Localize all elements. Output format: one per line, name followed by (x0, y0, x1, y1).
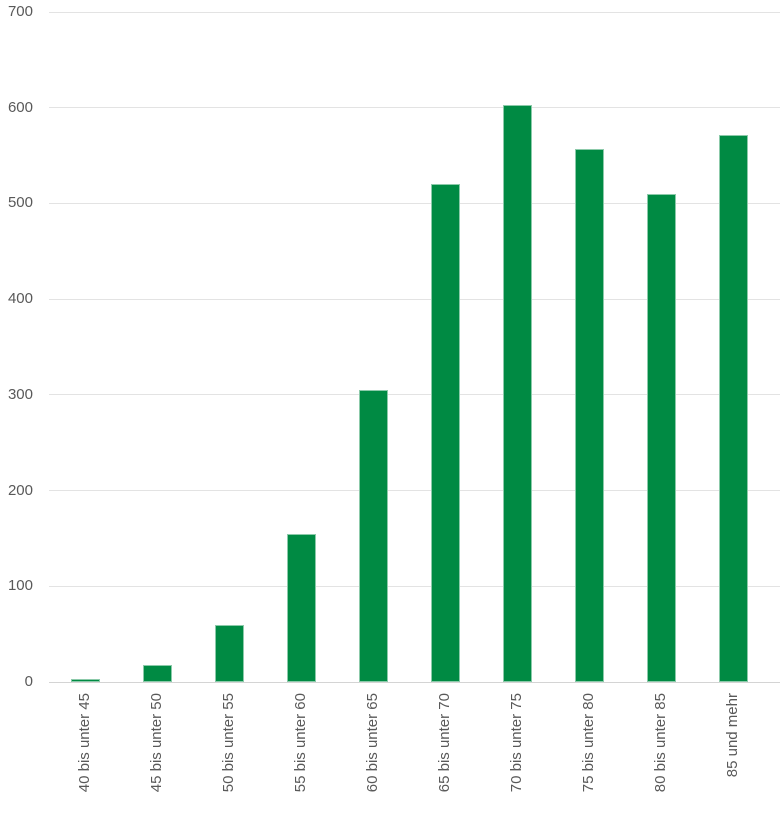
bar (718, 134, 748, 682)
gridline (49, 11, 780, 13)
x-axis-line (49, 681, 780, 683)
y-axis-tick-label: 400 (7, 290, 33, 308)
gridline (49, 298, 780, 300)
bar (502, 104, 532, 682)
gridline (49, 490, 780, 492)
x-axis-label: 40 bis unter 45 (76, 693, 93, 793)
bar (142, 664, 172, 682)
y-axis-tick-label: 300 (7, 385, 33, 403)
x-axis-label: 60 bis unter 65 (364, 693, 381, 793)
gridline (49, 107, 780, 109)
gridline (49, 394, 780, 396)
x-axis-label: 45 bis unter 50 (148, 693, 165, 793)
y-axis-tick-label: 700 (7, 3, 33, 20)
x-axis-label: 70 bis unter 75 (508, 693, 525, 793)
y-axis-tick-label: 600 (7, 98, 33, 116)
bar (430, 184, 460, 682)
x-axis-label: 85 und mehr (724, 693, 741, 778)
x-axis-label: 75 bis unter 80 (580, 693, 597, 793)
gridline (49, 585, 780, 587)
x-axis-label: 80 bis unter 85 (652, 693, 669, 793)
x-axis-label: 50 bis unter 55 (220, 693, 237, 793)
bar (214, 624, 244, 682)
y-axis-tick-label: 500 (7, 194, 33, 212)
bar (286, 533, 316, 682)
y-axis-tick-label: 0 (24, 673, 33, 690)
y-axis-tick-label: 100 (7, 577, 33, 595)
x-axis-label: 65 bis unter 70 (436, 693, 453, 793)
y-axis-tick-label: 200 (7, 481, 33, 499)
bar (574, 148, 604, 682)
bar (70, 679, 100, 682)
bar (358, 390, 388, 682)
bar (646, 193, 676, 682)
gridline (49, 202, 780, 204)
x-axis-label: 55 bis unter 60 (292, 693, 309, 793)
